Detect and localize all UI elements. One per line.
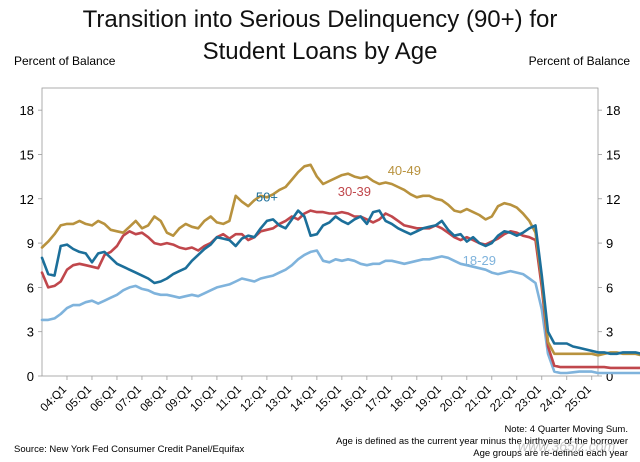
- series-line-50+: [40, 209, 640, 356]
- x-tick-label: 23:Q1: [513, 384, 544, 415]
- series-label-30-39: 30-39: [338, 184, 371, 199]
- x-tick-label: 22:Q1: [488, 384, 519, 415]
- x-tick-label: 06:Q1: [88, 384, 119, 415]
- note-age-definition: Age is defined as the current year minus…: [335, 436, 628, 447]
- x-tick-label: 16:Q1: [338, 384, 369, 415]
- y-tick-label-right: 3: [606, 325, 613, 340]
- x-tick-label: 14:Q1: [288, 384, 319, 415]
- watermark: www.365jz.com: [518, 438, 616, 454]
- chart-title-line-2: Student Loans by Age: [202, 38, 438, 65]
- x-tick-label: 15:Q1: [313, 384, 344, 415]
- source-note: Source: New York Fed Consumer Credit Pan…: [14, 444, 245, 455]
- y-tick-label-left: 12: [20, 192, 34, 207]
- y-tick-label-left: 18: [20, 103, 34, 118]
- x-tick-label: 21:Q1: [463, 384, 494, 415]
- note-moving-sum: Note: 4 Quarter Moving Sum.: [504, 424, 628, 435]
- y-tick-label-right: 18: [606, 103, 620, 118]
- note-age-groups: Age groups are re-defined each year: [473, 448, 628, 459]
- x-tick-label: 12:Q1: [238, 384, 269, 415]
- series-label-50+: 50+: [256, 190, 278, 205]
- x-tick-label: 10:Q1: [188, 384, 219, 415]
- y-tick-label-left: 3: [27, 325, 34, 340]
- y-tick-label-right: 15: [606, 147, 620, 162]
- series-line-40-49: [40, 163, 640, 357]
- left-axis-caption: Percent of Balance: [14, 54, 116, 68]
- x-tick-label: 13:Q1: [263, 384, 294, 415]
- x-tick-label: 11:Q1: [214, 384, 244, 414]
- y-tick-label-right: 12: [606, 192, 620, 207]
- series-label-40-49: 40-49: [388, 163, 421, 178]
- y-tick-label-right: 6: [606, 280, 613, 295]
- x-tick-label: 25:Q1: [563, 384, 594, 415]
- x-tick-label: 18:Q1: [388, 384, 419, 415]
- y-tick-label-left: 6: [27, 280, 34, 295]
- x-tick-label: 17:Q1: [363, 384, 394, 415]
- x-tick-label: 08:Q1: [138, 384, 169, 415]
- series-label-18-29: 18-29: [463, 253, 496, 268]
- series-line-30-39: [40, 209, 640, 370]
- y-tick-label-left: 0: [27, 369, 34, 384]
- y-tick-label-left: 15: [20, 147, 34, 162]
- y-tick-label-left: 9: [27, 236, 34, 251]
- y-tick-label-right: 0: [606, 369, 613, 384]
- chart-title-line-1: Transition into Serious Delinquency (90+…: [82, 6, 558, 33]
- x-tick-label: 09:Q1: [163, 384, 194, 415]
- x-tick-label: 07:Q1: [113, 384, 144, 415]
- x-tick-label: 24:Q1: [538, 384, 569, 415]
- plot-frame: [41, 87, 599, 377]
- x-tick-label: 05:Q1: [63, 384, 94, 415]
- x-tick-label: 04:Q1: [38, 384, 69, 415]
- series-line-18-29: [40, 249, 640, 375]
- x-tick-label: 19:Q1: [413, 384, 444, 415]
- right-axis-caption: Percent of Balance: [528, 54, 630, 68]
- x-tick-label: 20:Q1: [438, 384, 469, 415]
- y-tick-label-right: 9: [606, 236, 613, 251]
